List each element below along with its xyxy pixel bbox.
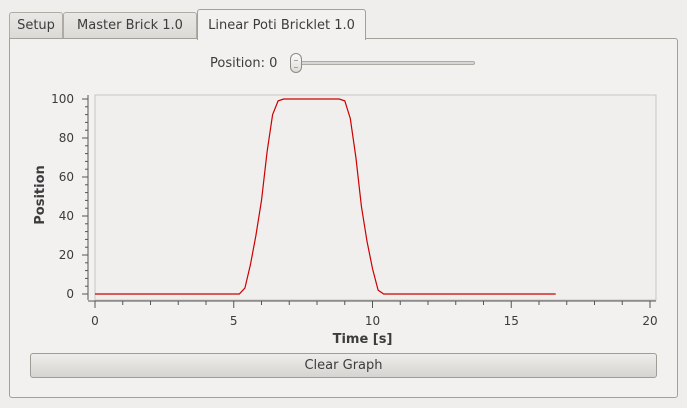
x-tick-label: 5	[230, 314, 238, 328]
position-label: Position: 0	[210, 56, 278, 71]
tab-setup[interactable]: Setup	[9, 12, 63, 38]
y-tick-label: 100	[51, 92, 74, 106]
y-tick-label: 20	[59, 248, 74, 262]
tab-linear-poti-bricklet[interactable]: Linear Poti Bricklet 1.0	[197, 9, 366, 40]
plot-area	[94, 94, 657, 301]
x-tick-label: 15	[504, 314, 519, 328]
tab-master-brick[interactable]: Master Brick 1.0	[63, 12, 197, 38]
y-tick-label: 80	[59, 131, 74, 145]
x-tick-label: 0	[91, 314, 99, 328]
position-series-line	[95, 98, 556, 295]
y-tick-label: 60	[59, 170, 74, 184]
x-tick-label: 10	[365, 314, 380, 328]
clear-graph-button[interactable]: Clear Graph	[30, 353, 657, 378]
position-slider-handle[interactable]	[290, 53, 302, 73]
y-axis-title: Position	[33, 165, 48, 225]
y-tick-label: 40	[59, 209, 74, 223]
x-axis-title: Time [s]	[333, 332, 393, 347]
position-graph: 0 20 40 60 80 100 0 5 10 15 20 Time [s] Position	[33, 92, 658, 347]
x-tick-label: 20	[642, 314, 657, 328]
y-tick-label: 0	[66, 287, 74, 301]
